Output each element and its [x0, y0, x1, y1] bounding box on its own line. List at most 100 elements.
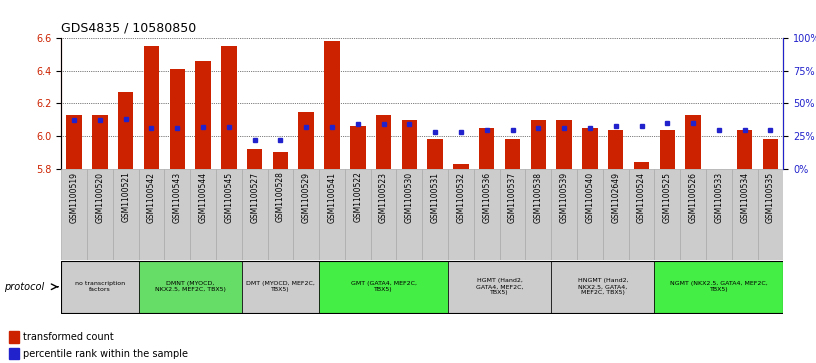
Bar: [659, 130, 675, 169]
Bar: [474, 169, 499, 260]
Text: GSM1100519: GSM1100519: [69, 171, 78, 223]
Bar: [654, 169, 681, 260]
Bar: [448, 261, 552, 313]
Text: GSM1100544: GSM1100544: [198, 171, 207, 223]
Text: GSM1100533: GSM1100533: [714, 171, 723, 223]
Bar: [216, 169, 242, 260]
Bar: [139, 261, 242, 313]
Text: GSM1100524: GSM1100524: [637, 171, 646, 223]
Text: NGMT (NKX2.5, GATA4, MEF2C,
TBX5): NGMT (NKX2.5, GATA4, MEF2C, TBX5): [670, 281, 768, 292]
Text: GMT (GATA4, MEF2C,
TBX5): GMT (GATA4, MEF2C, TBX5): [351, 281, 417, 292]
Bar: [530, 120, 546, 169]
Text: GSM1102649: GSM1102649: [611, 171, 620, 223]
Bar: [324, 41, 339, 169]
Bar: [654, 261, 783, 313]
Text: GSM1100542: GSM1100542: [147, 171, 156, 223]
Text: GSM1100537: GSM1100537: [508, 171, 517, 223]
Text: GSM1100530: GSM1100530: [405, 171, 414, 223]
Text: GSM1100527: GSM1100527: [251, 171, 259, 223]
Text: protocol: protocol: [4, 282, 44, 292]
Bar: [299, 111, 314, 169]
Text: DMT (MYOCD, MEF2C,
TBX5): DMT (MYOCD, MEF2C, TBX5): [246, 281, 315, 292]
Bar: [9, 348, 19, 359]
Bar: [92, 115, 108, 169]
Bar: [732, 169, 757, 260]
Bar: [711, 169, 726, 209]
Bar: [164, 169, 190, 260]
Bar: [685, 115, 701, 169]
Text: GSM1100520: GSM1100520: [95, 171, 104, 223]
Bar: [577, 169, 603, 260]
Bar: [273, 152, 288, 169]
Bar: [118, 92, 133, 169]
Bar: [376, 115, 392, 169]
Bar: [345, 169, 370, 260]
Bar: [242, 169, 268, 260]
Bar: [757, 169, 783, 260]
Bar: [139, 169, 164, 260]
Bar: [170, 69, 185, 169]
Bar: [370, 169, 397, 260]
Bar: [61, 261, 139, 313]
Bar: [190, 169, 216, 260]
Text: DMNT (MYOCD,
NKX2.5, MEF2C, TBX5): DMNT (MYOCD, NKX2.5, MEF2C, TBX5): [155, 281, 225, 292]
Bar: [61, 169, 87, 260]
Text: GSM1100532: GSM1100532: [456, 171, 465, 223]
Text: percentile rank within the sample: percentile rank within the sample: [24, 348, 188, 359]
Bar: [319, 169, 345, 260]
Bar: [557, 120, 572, 169]
Bar: [293, 169, 319, 260]
Text: GSM1100529: GSM1100529: [302, 171, 311, 223]
Text: GSM1100540: GSM1100540: [585, 171, 594, 223]
Bar: [221, 46, 237, 169]
Bar: [242, 261, 319, 313]
Bar: [603, 169, 628, 260]
Bar: [113, 169, 139, 260]
Bar: [66, 115, 82, 169]
Text: GSM1100526: GSM1100526: [689, 171, 698, 223]
Text: GSM1100531: GSM1100531: [431, 171, 440, 223]
Text: no transcription
factors: no transcription factors: [75, 281, 125, 292]
Text: GSM1100545: GSM1100545: [224, 171, 233, 223]
Bar: [706, 169, 732, 260]
Bar: [268, 169, 293, 260]
Bar: [87, 169, 113, 260]
Bar: [401, 120, 417, 169]
Bar: [505, 139, 521, 169]
Bar: [423, 169, 448, 260]
Text: GSM1100536: GSM1100536: [482, 171, 491, 223]
Bar: [479, 128, 494, 169]
Bar: [628, 169, 654, 260]
Bar: [247, 149, 263, 169]
Text: transformed count: transformed count: [24, 332, 114, 342]
Bar: [319, 261, 448, 313]
Bar: [552, 261, 654, 313]
Text: GSM1100538: GSM1100538: [534, 171, 543, 223]
Bar: [144, 46, 159, 169]
Text: GSM1100522: GSM1100522: [353, 171, 362, 223]
Bar: [499, 169, 526, 260]
Bar: [453, 164, 468, 169]
Bar: [9, 331, 19, 343]
Bar: [195, 61, 211, 169]
Text: HNGMT (Hand2,
NKX2.5, GATA4,
MEF2C, TBX5): HNGMT (Hand2, NKX2.5, GATA4, MEF2C, TBX5…: [578, 278, 628, 295]
Bar: [582, 128, 597, 169]
Bar: [448, 169, 474, 260]
Bar: [526, 169, 552, 260]
Bar: [763, 139, 778, 169]
Text: GSM1100528: GSM1100528: [276, 171, 285, 223]
Bar: [350, 126, 366, 169]
Text: GSM1100541: GSM1100541: [327, 171, 336, 223]
Bar: [608, 130, 623, 169]
Bar: [397, 169, 423, 260]
Text: GSM1100539: GSM1100539: [560, 171, 569, 223]
Text: GSM1100523: GSM1100523: [379, 171, 388, 223]
Bar: [552, 169, 577, 260]
Bar: [634, 162, 650, 169]
Text: GSM1100521: GSM1100521: [122, 171, 131, 223]
Bar: [428, 139, 443, 169]
Bar: [681, 169, 706, 260]
Text: GSM1100543: GSM1100543: [173, 171, 182, 223]
Text: GSM1100525: GSM1100525: [663, 171, 672, 223]
Text: HGMT (Hand2,
GATA4, MEF2C,
TBX5): HGMT (Hand2, GATA4, MEF2C, TBX5): [476, 278, 523, 295]
